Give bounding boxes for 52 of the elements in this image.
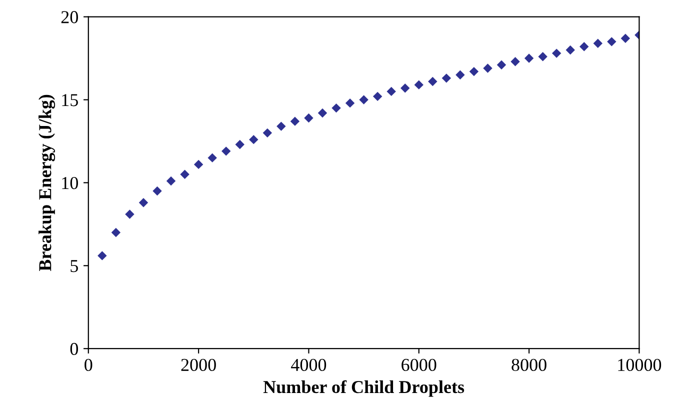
point [442, 74, 452, 83]
y-tick-label: 10 [62, 176, 78, 190]
point [456, 70, 465, 80]
point [372, 92, 382, 102]
point [469, 66, 479, 76]
point [138, 198, 148, 208]
x-tick-label: 8000 [512, 358, 546, 372]
point [152, 186, 162, 196]
point [510, 56, 520, 66]
point [552, 48, 562, 58]
point [524, 54, 534, 63]
point [566, 45, 575, 55]
point [290, 116, 300, 126]
point [400, 84, 410, 93]
point [332, 103, 341, 113]
point [318, 108, 328, 118]
point [580, 42, 589, 52]
point [111, 228, 121, 238]
point [414, 80, 424, 90]
point [180, 170, 190, 180]
point [620, 34, 630, 43]
point [249, 134, 258, 144]
y-tick-label: 0 [70, 342, 78, 356]
y-tick-label: 20 [61, 11, 78, 24]
point [359, 95, 368, 104]
point [235, 140, 244, 150]
point [345, 98, 355, 108]
point [607, 37, 616, 46]
point [386, 86, 396, 96]
x-tick-label: 4000 [291, 358, 326, 372]
point [483, 64, 492, 73]
x-tick-label: 0 [84, 358, 92, 372]
point [428, 76, 438, 86]
point [496, 60, 506, 70]
point [593, 38, 602, 48]
point [208, 153, 217, 162]
x-axis-title: Number of Child Droplets [263, 380, 464, 397]
point [194, 160, 204, 170]
point [538, 52, 548, 62]
point [262, 128, 272, 138]
point [276, 122, 286, 131]
y-axis-title: Breakup Energy (J/kg) [38, 94, 56, 272]
x-tick-label: 2000 [181, 358, 216, 372]
point [221, 146, 231, 156]
point [98, 251, 107, 260]
point [125, 210, 134, 219]
y-tick-label: 15 [62, 94, 78, 106]
point [304, 113, 314, 123]
x-tick-label: 6000 [402, 358, 436, 372]
y-tick-label: 5 [70, 260, 78, 272]
point [166, 176, 176, 186]
x-tick-label: 10000 [618, 358, 662, 372]
